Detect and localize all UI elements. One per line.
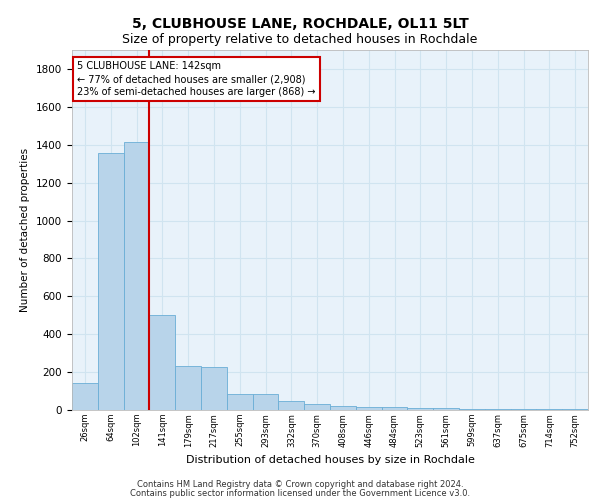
Bar — [304, 404, 330, 410]
Bar — [485, 409, 511, 410]
Bar — [278, 401, 304, 410]
Bar — [72, 384, 98, 410]
Bar — [253, 394, 278, 410]
Bar — [227, 394, 253, 410]
Bar — [175, 366, 201, 410]
Bar — [433, 408, 459, 410]
Bar — [459, 408, 485, 410]
Bar — [511, 409, 536, 410]
Bar — [201, 367, 227, 410]
Text: 5 CLUBHOUSE LANE: 142sqm
← 77% of detached houses are smaller (2,908)
23% of sem: 5 CLUBHOUSE LANE: 142sqm ← 77% of detach… — [77, 61, 316, 97]
Bar — [149, 316, 175, 410]
Bar — [98, 154, 124, 410]
Bar — [356, 406, 382, 410]
Text: Contains public sector information licensed under the Government Licence v3.0.: Contains public sector information licen… — [130, 488, 470, 498]
Bar — [382, 407, 407, 410]
Bar — [124, 142, 149, 410]
Bar — [330, 406, 356, 410]
Y-axis label: Number of detached properties: Number of detached properties — [20, 148, 31, 312]
Text: Size of property relative to detached houses in Rochdale: Size of property relative to detached ho… — [122, 32, 478, 46]
Text: 5, CLUBHOUSE LANE, ROCHDALE, OL11 5LT: 5, CLUBHOUSE LANE, ROCHDALE, OL11 5LT — [131, 18, 469, 32]
X-axis label: Distribution of detached houses by size in Rochdale: Distribution of detached houses by size … — [185, 455, 475, 465]
Bar — [407, 408, 433, 410]
Bar — [536, 409, 562, 410]
Text: Contains HM Land Registry data © Crown copyright and database right 2024.: Contains HM Land Registry data © Crown c… — [137, 480, 463, 489]
